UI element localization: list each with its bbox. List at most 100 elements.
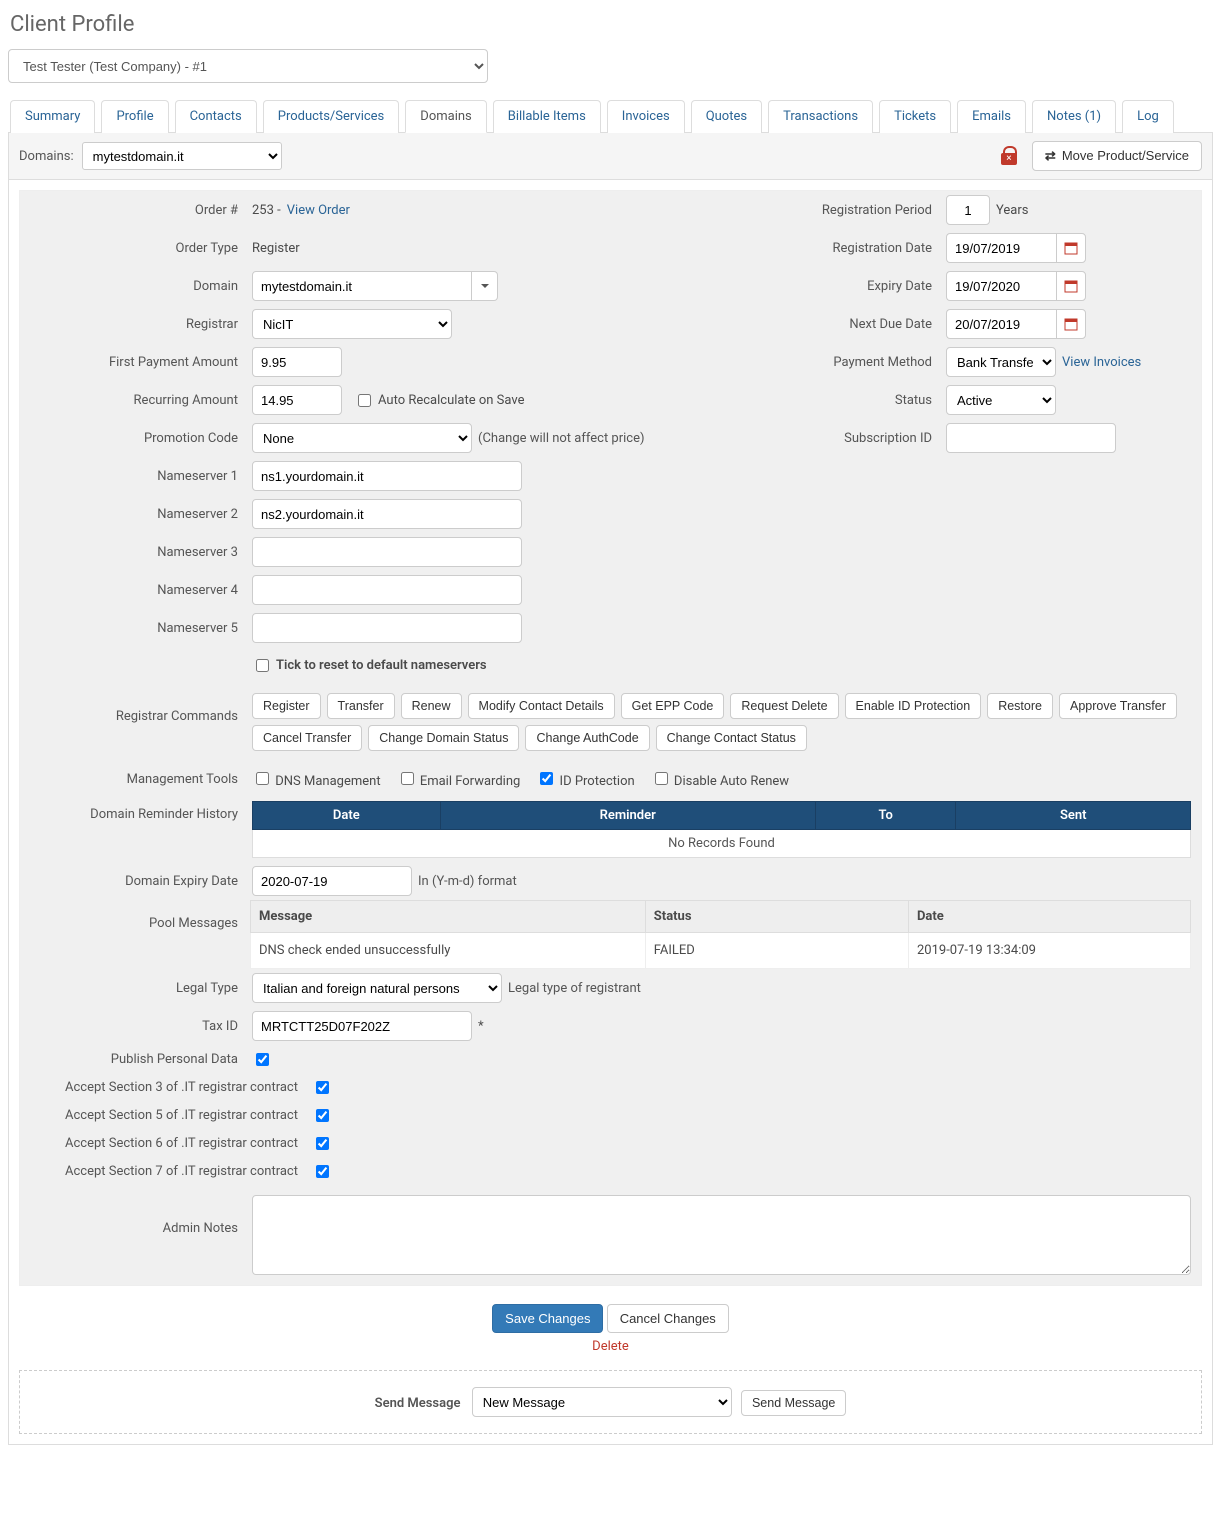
cancel-button[interactable]: Cancel Changes [607, 1304, 729, 1333]
admin-notes-textarea[interactable] [252, 1195, 1191, 1275]
registrar-label: Registrar [20, 317, 250, 332]
tab-emails[interactable]: Emails [957, 100, 1026, 133]
cmd-request-delete[interactable]: Request Delete [730, 693, 838, 719]
reg-period-input[interactable] [946, 195, 990, 225]
ns2-input[interactable] [252, 499, 522, 529]
ns5-input[interactable] [252, 613, 522, 643]
promo-select[interactable]: None [252, 423, 472, 453]
mgmt-autorenew-checkbox[interactable] [655, 772, 668, 785]
save-button[interactable]: Save Changes [492, 1304, 603, 1333]
tab-log[interactable]: Log [1122, 100, 1174, 133]
cmd-register[interactable]: Register [252, 693, 321, 719]
cmd-change-authcode[interactable]: Change AuthCode [525, 725, 649, 751]
send-message-label: Send Message [375, 1396, 461, 1411]
cmd-get-epp[interactable]: Get EPP Code [621, 693, 725, 719]
mgmt-idp-option[interactable]: ID Protection [536, 769, 634, 789]
s7-checkbox[interactable] [316, 1165, 329, 1178]
domain-caret[interactable] [472, 271, 498, 301]
send-message-select[interactable]: New Message [472, 1387, 732, 1417]
delete-link[interactable]: Delete [19, 1339, 1202, 1354]
move-product-button[interactable]: Move Product/Service [1032, 141, 1202, 171]
ns3-label: Nameserver 3 [20, 545, 250, 560]
auto-recalc-checkbox[interactable] [358, 394, 371, 407]
reset-ns-label: Tick to reset to default nameservers [276, 658, 487, 673]
mgmt-dns-label: DNS Management [275, 774, 380, 789]
reg-period-unit: Years [996, 203, 1028, 218]
subscription-id-input[interactable] [946, 423, 1116, 453]
ns1-input[interactable] [252, 461, 522, 491]
reset-ns-option[interactable]: Tick to reset to default nameservers [252, 656, 487, 675]
mgmt-email-checkbox[interactable] [401, 772, 414, 785]
calendar-icon[interactable] [1056, 233, 1086, 263]
ns4-input[interactable] [252, 575, 522, 605]
cmd-change-contact-status[interactable]: Change Contact Status [656, 725, 807, 751]
registrar-select[interactable]: NicIT [252, 309, 452, 339]
mgmt-dns-checkbox[interactable] [256, 772, 269, 785]
tab-domains[interactable]: Domains [405, 100, 486, 133]
ns1-label: Nameserver 1 [20, 469, 250, 484]
pool-row: DNS check ended unsuccessfully FAILED 20… [251, 933, 1191, 969]
tab-transactions[interactable]: Transactions [768, 100, 873, 133]
cmd-cancel-transfer[interactable]: Cancel Transfer [252, 725, 362, 751]
calendar-icon[interactable] [1056, 271, 1086, 301]
legal-type-hint: Legal type of registrant [508, 981, 641, 996]
expiry-date-label: Expiry Date [764, 279, 944, 294]
tab-summary[interactable]: Summary [10, 100, 95, 133]
mgmt-dns-option[interactable]: DNS Management [252, 769, 381, 789]
s3-checkbox[interactable] [316, 1081, 329, 1094]
reg-date-input[interactable] [946, 233, 1056, 263]
taxid-label: Tax ID [20, 1019, 250, 1034]
payment-method-select[interactable]: Bank Transfer [946, 347, 1056, 377]
publish-checkbox[interactable] [256, 1053, 269, 1066]
mgmt-idp-label: ID Protection [560, 774, 635, 789]
mgmt-autorenew-option[interactable]: Disable Auto Renew [651, 769, 789, 789]
ns3-input[interactable] [252, 537, 522, 567]
domains-label: Domains: [19, 149, 74, 164]
first-payment-label: First Payment Amount [20, 355, 250, 370]
s5-checkbox[interactable] [316, 1109, 329, 1122]
ns4-label: Nameserver 4 [20, 583, 250, 598]
tab-quotes[interactable]: Quotes [691, 100, 762, 133]
reminder-label: Domain Reminder History [20, 797, 250, 822]
cmd-renew[interactable]: Renew [401, 693, 462, 719]
ns2-label: Nameserver 2 [20, 507, 250, 522]
status-select[interactable]: Active [946, 385, 1056, 415]
auto-recalc-option[interactable]: Auto Recalculate on Save [354, 391, 524, 410]
view-order-link[interactable]: View Order [287, 203, 350, 218]
client-select[interactable]: Test Tester (Test Company) - #1 [8, 49, 488, 83]
expiry-date-input[interactable] [946, 271, 1056, 301]
calendar-icon[interactable] [1056, 309, 1086, 339]
lock-icon[interactable] [1000, 146, 1018, 166]
cmd-transfer[interactable]: Transfer [327, 693, 395, 719]
pool-label: Pool Messages [20, 900, 250, 931]
domain-expiry-input[interactable] [252, 866, 412, 896]
cmd-modify-contact[interactable]: Modify Contact Details [468, 693, 615, 719]
domain-label: Domain [20, 279, 250, 294]
tab-contacts[interactable]: Contacts [175, 100, 257, 133]
order-num-value: 253 - [252, 203, 281, 218]
s6-checkbox[interactable] [316, 1137, 329, 1150]
tab-profile[interactable]: Profile [101, 100, 168, 133]
cmd-approve-transfer[interactable]: Approve Transfer [1059, 693, 1177, 719]
first-payment-input[interactable] [252, 347, 342, 377]
reset-ns-checkbox[interactable] [256, 659, 269, 672]
view-invoices-link[interactable]: View Invoices [1062, 355, 1141, 370]
pool-table: Message Status Date DNS check ended unsu… [250, 900, 1191, 969]
tab-tickets[interactable]: Tickets [879, 100, 951, 133]
tab-billable[interactable]: Billable Items [493, 100, 601, 133]
mgmt-email-option[interactable]: Email Forwarding [397, 769, 521, 789]
cmd-restore[interactable]: Restore [987, 693, 1053, 719]
mgmt-idp-checkbox[interactable] [540, 772, 553, 785]
tab-invoices[interactable]: Invoices [607, 100, 685, 133]
send-message-button[interactable]: Send Message [741, 1390, 846, 1416]
cmd-change-status[interactable]: Change Domain Status [368, 725, 519, 751]
recurring-input[interactable] [252, 385, 342, 415]
cmd-enable-idp[interactable]: Enable ID Protection [845, 693, 982, 719]
tab-notes[interactable]: Notes (1) [1032, 100, 1116, 133]
taxid-input[interactable] [252, 1011, 472, 1041]
legal-type-select[interactable]: Italian and foreign natural persons [252, 973, 502, 1003]
domain-select[interactable]: mytestdomain.it [82, 142, 282, 170]
tab-products[interactable]: Products/Services [263, 100, 400, 133]
domain-input[interactable] [252, 271, 472, 301]
due-date-input[interactable] [946, 309, 1056, 339]
